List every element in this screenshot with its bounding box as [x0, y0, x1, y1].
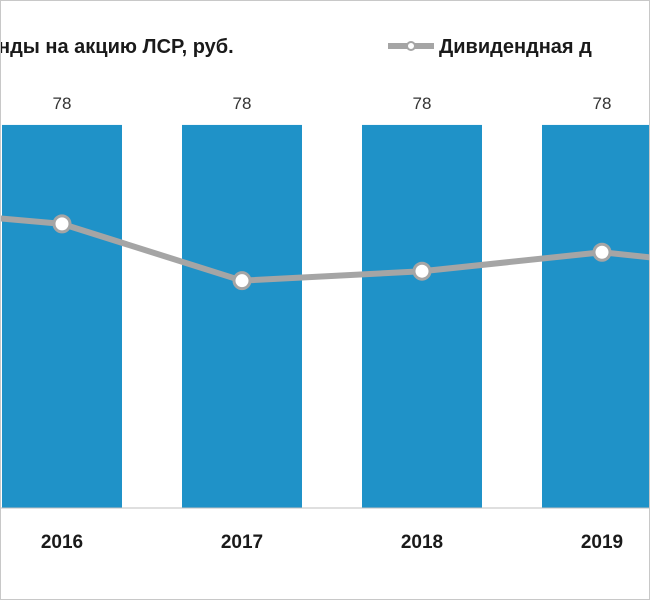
- labels-layer: 78 78 78 78: [53, 94, 612, 113]
- x-tick-labels: 2016 2017 2018 2019: [41, 532, 623, 553]
- x-tick-label: 2016: [41, 532, 83, 553]
- x-tick-label: 2019: [581, 532, 623, 553]
- line-point-2018: [412, 261, 432, 281]
- bar-2019: [542, 124, 649, 508]
- bar-value-label: 78: [233, 94, 252, 113]
- bars-layer: [2, 124, 649, 508]
- x-tick-label: 2017: [221, 532, 263, 553]
- legend: нды на акцию ЛСР, руб. Дивидендная д: [1, 36, 592, 58]
- x-tick-label: 2018: [401, 532, 443, 553]
- line-point-2016: [52, 214, 72, 234]
- bar-value-label: 78: [593, 94, 612, 113]
- legend-bars-label: нды на акцию ЛСР, руб.: [1, 36, 234, 58]
- legend-line-label: Дивидендная д: [439, 36, 592, 58]
- line-point-2019: [592, 242, 612, 262]
- bar-value-label: 78: [413, 94, 432, 113]
- line-point-2017: [232, 271, 252, 291]
- bar-2017: [182, 124, 302, 508]
- line-layer: [1, 214, 649, 291]
- line-series-path: [1, 215, 649, 284]
- bar-2016: [2, 124, 122, 508]
- bar-value-label: 78: [53, 94, 72, 113]
- bar-2018: [362, 124, 482, 508]
- legend-line-swatch: [388, 41, 434, 51]
